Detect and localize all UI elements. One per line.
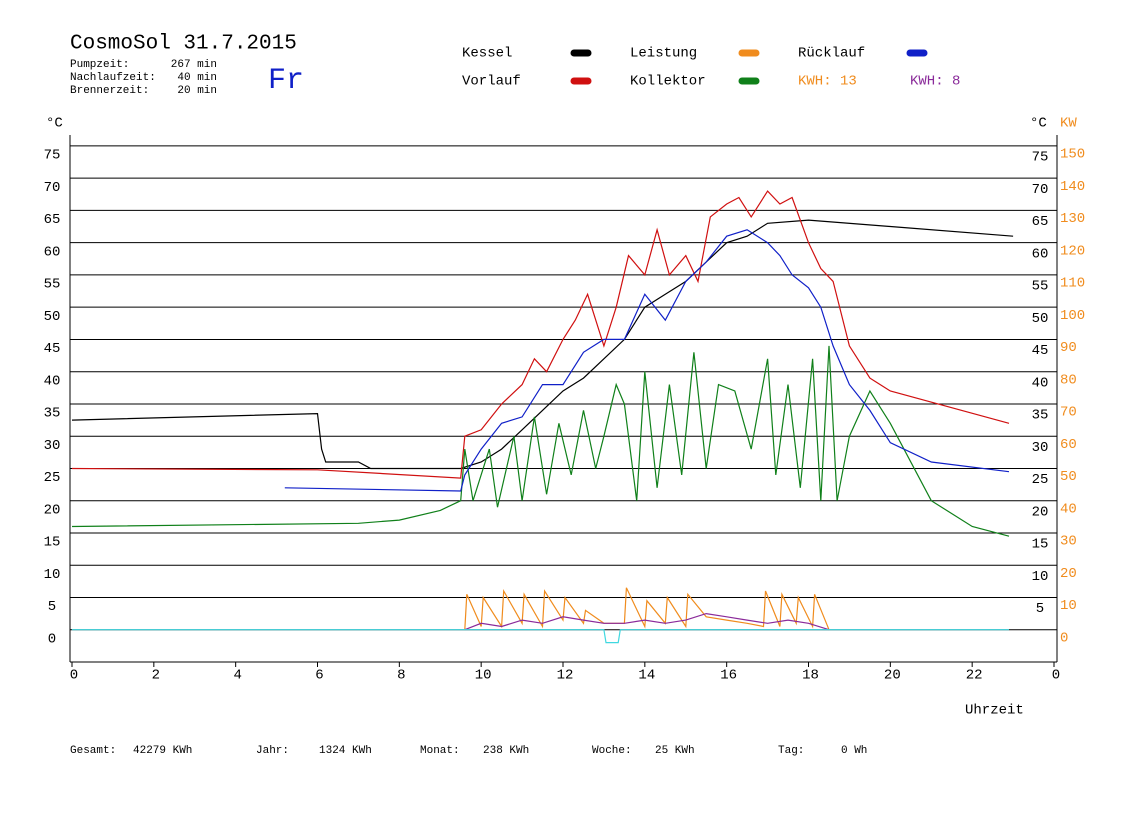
y-right-tick-label: 35 bbox=[1032, 408, 1049, 424]
y-right-tick-label: 5 bbox=[1036, 601, 1044, 617]
y-tick-label: 60 bbox=[44, 244, 61, 260]
series-line bbox=[71, 219, 1014, 470]
x-tick-label: 18 bbox=[802, 668, 819, 684]
total-label: Jahr: bbox=[256, 745, 289, 757]
series-line bbox=[72, 629, 1009, 644]
chart-title: CosmoSol 31.7.2015 bbox=[70, 33, 297, 56]
y2-tick-label: 0 bbox=[1060, 630, 1068, 646]
y2-tick-label: 60 bbox=[1060, 437, 1077, 453]
info-value: 267 min bbox=[171, 59, 217, 71]
series-line bbox=[71, 345, 1010, 537]
info-label: Brennerzeit: bbox=[70, 85, 149, 97]
weekday: Fr bbox=[268, 64, 304, 98]
y2-tick-label: 150 bbox=[1060, 147, 1085, 163]
x-tick-label: 12 bbox=[557, 668, 574, 684]
info-label: Pumpzeit: bbox=[70, 59, 129, 71]
y-right-tick-label: 70 bbox=[1032, 182, 1049, 198]
y-tick-label: 75 bbox=[44, 148, 61, 164]
y-tick-label: 30 bbox=[44, 438, 61, 454]
total-value: 1324 KWh bbox=[319, 745, 372, 757]
y2-tick-label: 110 bbox=[1060, 276, 1085, 292]
x-tick-label: 16 bbox=[720, 668, 737, 684]
y-tick-label: 10 bbox=[44, 567, 61, 583]
legend-label: Vorlauf bbox=[462, 74, 521, 90]
y-tick-label: 50 bbox=[44, 309, 61, 325]
y-tick-label: 65 bbox=[44, 212, 61, 228]
total-value: 238 KWh bbox=[483, 745, 529, 757]
y2-tick-label: 140 bbox=[1060, 179, 1085, 195]
info-label: Nachlaufzeit: bbox=[70, 72, 156, 84]
legend-label: Kessel bbox=[462, 46, 512, 62]
y-tick-label: 70 bbox=[44, 180, 61, 196]
x-label: Uhrzeit bbox=[965, 703, 1024, 719]
kwh-label: KWH: 13 bbox=[798, 74, 857, 90]
kwh-label: KWH: 8 bbox=[910, 74, 960, 90]
y-right-tick-label: 20 bbox=[1032, 504, 1049, 520]
x-tick-label: 8 bbox=[397, 668, 405, 684]
y2-tick-label: 130 bbox=[1060, 211, 1085, 227]
y2-tick-label: 120 bbox=[1060, 243, 1085, 259]
legend-label: Leistung bbox=[630, 46, 697, 62]
y-unit: °C bbox=[46, 116, 63, 132]
x-tick-label: 4 bbox=[233, 668, 241, 684]
info-value: 20 min bbox=[177, 85, 217, 97]
y-tick-label: 0 bbox=[48, 631, 56, 647]
series-line bbox=[464, 587, 830, 630]
y-right-tick-label: 25 bbox=[1032, 472, 1049, 488]
series-line bbox=[464, 612, 830, 631]
y2-tick-label: 20 bbox=[1060, 566, 1077, 582]
y-tick-label: 40 bbox=[44, 373, 61, 389]
y-right-tick-label: 50 bbox=[1032, 311, 1049, 327]
total-label: Monat: bbox=[420, 745, 460, 757]
total-value: 0 Wh bbox=[841, 745, 867, 757]
total-value: 42279 KWh bbox=[133, 745, 192, 757]
y-right-tick-label: 40 bbox=[1032, 375, 1049, 391]
y-tick-label: 20 bbox=[44, 502, 61, 518]
x-tick-label: 10 bbox=[475, 668, 492, 684]
y-right-tick-label: 30 bbox=[1032, 440, 1049, 456]
y-tick-label: 55 bbox=[44, 277, 61, 293]
y2-tick-label: 40 bbox=[1060, 501, 1077, 517]
y2-tick-label: 70 bbox=[1060, 405, 1077, 421]
y-tick-label: 5 bbox=[48, 599, 56, 615]
y2-tick-label: 30 bbox=[1060, 534, 1077, 550]
series-line bbox=[284, 229, 1010, 492]
x-tick-label: 2 bbox=[152, 668, 160, 684]
y-tick-label: 45 bbox=[44, 341, 61, 357]
y-right-tick-label: 60 bbox=[1032, 246, 1049, 262]
y-tick-label: 15 bbox=[44, 535, 61, 551]
y-tick-label: 35 bbox=[44, 406, 61, 422]
y2-tick-label: 90 bbox=[1060, 340, 1077, 356]
total-label: Tag: bbox=[778, 745, 804, 757]
y-right-tick-label: 55 bbox=[1032, 279, 1049, 295]
x-tick-label: 22 bbox=[966, 668, 983, 684]
y-right-tick-label: 65 bbox=[1032, 214, 1049, 230]
legend-label: Kollektor bbox=[630, 74, 706, 90]
total-value: 25 KWh bbox=[655, 745, 695, 757]
series-line bbox=[71, 190, 1010, 479]
y-right-tick-label: 10 bbox=[1032, 569, 1049, 585]
y-right-tick-label: 15 bbox=[1032, 537, 1049, 553]
total-label: Gesamt: bbox=[70, 745, 116, 757]
x-tick-label: 14 bbox=[638, 668, 655, 684]
y2-tick-label: 10 bbox=[1060, 598, 1077, 614]
x-tick-label: 20 bbox=[884, 668, 901, 684]
y2-unit: KW bbox=[1060, 116, 1077, 132]
legend-label: Rücklauf bbox=[798, 46, 865, 62]
x-tick-label: 0 bbox=[70, 668, 78, 684]
y-unit-right: °C bbox=[1030, 116, 1047, 132]
total-label: Woche: bbox=[592, 745, 632, 757]
y2-tick-label: 100 bbox=[1060, 308, 1085, 324]
y-tick-label: 25 bbox=[44, 470, 61, 486]
y-right-tick-label: 75 bbox=[1032, 150, 1049, 166]
x-tick-label: 0 bbox=[1052, 668, 1060, 684]
info-value: 40 min bbox=[177, 72, 217, 84]
x-tick-label: 6 bbox=[315, 668, 323, 684]
y2-tick-label: 80 bbox=[1060, 372, 1077, 388]
y-right-tick-label: 45 bbox=[1032, 343, 1049, 359]
y2-tick-label: 50 bbox=[1060, 469, 1077, 485]
